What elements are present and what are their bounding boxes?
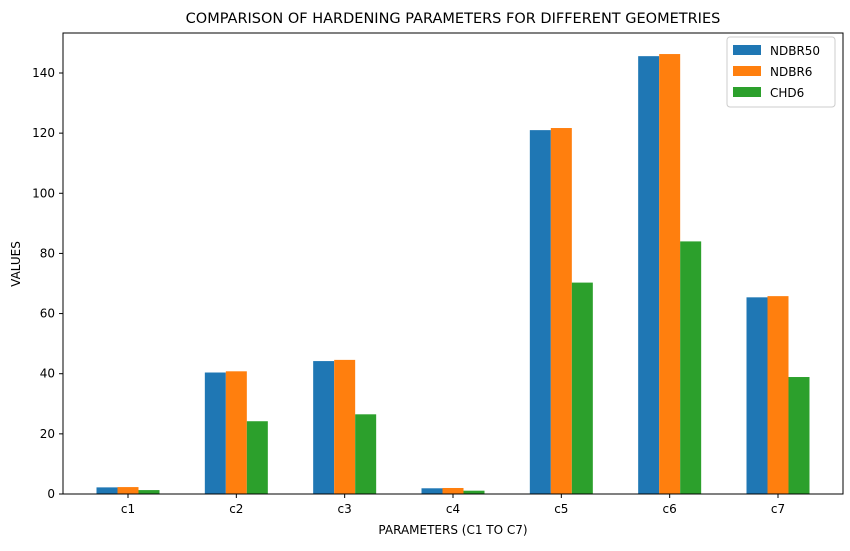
x-tick-label: c4 [446,502,460,516]
bar-ndbr50-c3 [313,361,335,494]
legend: NDBR50 NDBR6 CHD6 [726,36,836,108]
chart-title: COMPARISON OF HARDENING PARAMETERS FOR D… [186,11,721,27]
legend-label-ndbr6: NDBR6 [770,65,812,79]
x-tick-label: c2 [229,502,243,516]
bar-chd6-c2 [246,421,268,494]
y-tick-label: 60 [40,307,55,321]
x-tick-label: c6 [663,502,677,516]
bar-ndbr6-c2 [225,371,247,494]
y-axis-label: VALUES [9,241,23,287]
bar-ndbr6-c3 [334,359,356,494]
y-tick-label: 0 [47,487,55,501]
x-tick-label: c5 [554,502,568,516]
bar-chd6-c3 [355,414,377,494]
legend-swatch-ndbr50 [733,45,761,55]
x-axis-label: PARAMETERS (C1 TO C7) [378,523,527,537]
x-tick-label: c1 [121,502,135,516]
y-tick-label: 140 [32,66,55,80]
bar-ndbr50-c4 [421,488,443,494]
bar-ndbr6-c1 [117,487,139,494]
legend-swatch-ndbr6 [733,66,761,76]
bar-chd6-c4 [463,490,485,494]
bar-ndbr6-c5 [550,128,572,494]
bar-ndbr50-c2 [204,372,226,494]
x-ticks-group: c1 c2 c3 c4 c5 c6 c7 [121,494,785,516]
bars-group [96,54,810,495]
y-ticks-group: 0 20 40 60 80 100 120 140 [32,66,63,501]
bar-ndbr6-c7 [767,296,789,494]
bar-ndbr50-c6 [638,56,660,494]
bar-ndbr6-c6 [659,54,681,495]
x-tick-label: c7 [771,502,785,516]
bar-chd6-c6 [680,241,702,494]
bar-ndbr50-c7 [746,297,768,494]
bar-ndbr50-c5 [529,130,551,494]
legend-label-chd6: CHD6 [770,86,804,100]
plot-frame [62,32,844,495]
bar-ndbr50-c1 [96,487,118,494]
y-tick-label: 120 [32,126,55,140]
bar-ndbr6-c4 [442,487,464,494]
x-tick-label: c3 [338,502,352,516]
bar-chd6-c7 [788,377,810,494]
legend-swatch-chd6 [733,87,761,97]
y-tick-label: 20 [40,427,55,441]
y-tick-label: 100 [32,186,55,200]
y-tick-label: 80 [40,246,55,260]
bar-chd6-c1 [138,490,160,494]
legend-label-ndbr50: NDBR50 [770,44,820,58]
bar-chd6-c5 [571,282,593,494]
y-tick-label: 40 [40,367,55,381]
